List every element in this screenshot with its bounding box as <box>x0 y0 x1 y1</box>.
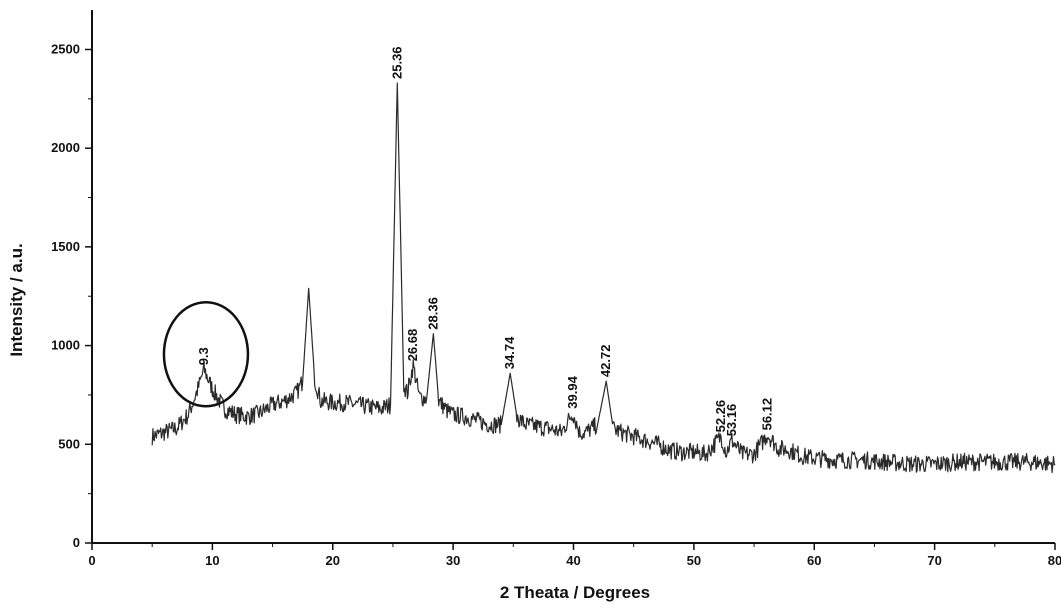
highlight <box>162 301 250 408</box>
peak-label: 9.3 <box>196 347 211 365</box>
peak-label: 26.68 <box>405 329 420 362</box>
y-tick-label: 1000 <box>51 338 80 353</box>
peak-label: 39.94 <box>565 375 580 408</box>
peak-label: 42.72 <box>598 345 613 378</box>
peak-label: 28.36 <box>425 297 440 330</box>
x-tick-label: 60 <box>807 553 821 568</box>
x-tick-label: 20 <box>326 553 340 568</box>
peak-labels: 9.3 25.36 26.68 28.36 34.74 39.94 42.72 52.2653… <box>196 46 775 436</box>
x-tick-label: 30 <box>446 553 460 568</box>
x-tick-label: 70 <box>927 553 941 568</box>
peak-label: 52.26 <box>713 400 728 433</box>
x-tick-label: 40 <box>566 553 580 568</box>
highlight-ellipse <box>162 301 250 408</box>
y-tick-label: 0 <box>73 535 80 550</box>
peak-label: 25.36 <box>389 46 404 79</box>
y-tick-label: 1500 <box>51 239 80 254</box>
y-tick-label: 500 <box>58 436 80 451</box>
peak-label: 56.12 <box>760 398 775 431</box>
y-axis-title: Intensity / a.u. <box>7 243 26 356</box>
x-tick-label: 10 <box>205 553 219 568</box>
y-tick-label: 2000 <box>51 140 80 155</box>
peak-label: 34.74 <box>502 336 517 369</box>
ticks: 0 10 20 30 40 50 60 70 80 0 500 1000 1500 2000 2500 <box>51 41 1061 568</box>
peak-label: 53.16 <box>724 404 739 437</box>
xrd-series-line <box>151 82 1056 474</box>
x-tick-label: 0 <box>88 553 95 568</box>
y-tick-label: 2500 <box>51 41 80 56</box>
x-tick-label: 50 <box>687 553 701 568</box>
series <box>151 82 1056 474</box>
x-axis-title: 2 Theata / Degrees <box>500 583 650 602</box>
x-tick-label: 80 <box>1048 553 1061 568</box>
